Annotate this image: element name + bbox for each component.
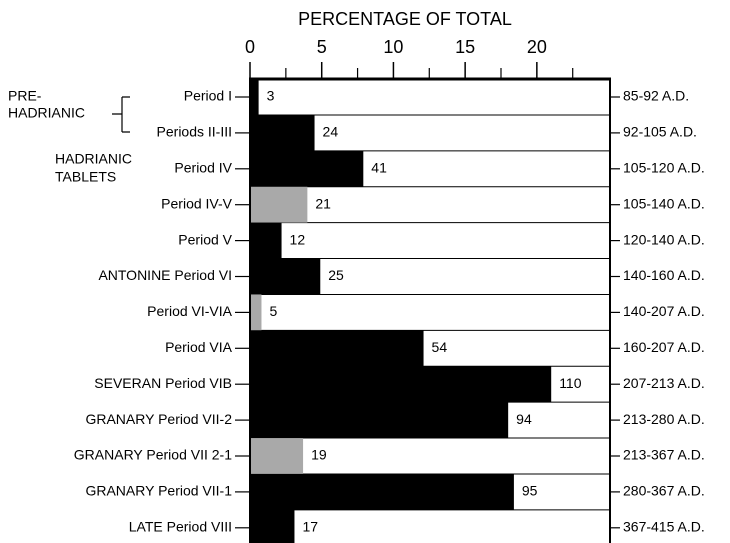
bar [250,509,295,543]
count-label: 94 [516,411,532,427]
count-label: 25 [328,267,344,283]
bar [250,473,514,510]
bar [250,330,424,367]
category-label: SEVERAN Period VIB [94,375,232,391]
bracket [112,96,130,133]
date-label: 280-367 A.D. [623,483,705,499]
x-tick-label: 20 [527,37,547,57]
date-label: 367-415 A.D. [623,519,705,535]
group-label: PRE- [8,88,42,104]
group-label: TABLETS [55,169,116,185]
count-label: 19 [311,447,327,463]
bar [250,366,552,403]
date-label: 92-105 A.D. [623,124,697,140]
count-label: 54 [432,339,448,355]
count-label: 110 [559,375,582,391]
date-label: 213-367 A.D. [623,447,705,463]
category-label: ANTONINE Period VI [98,267,232,283]
date-label: 140-207 A.D. [623,303,705,319]
category-label: Period IV-V [161,195,232,211]
count-label: 41 [371,160,387,176]
count-label: 5 [269,303,277,319]
category-label: GRANARY Period VII-1 [85,483,232,499]
x-tick-label: 0 [245,37,255,57]
bar [250,114,315,151]
bar [250,402,509,439]
bar [250,294,262,331]
count-label: 21 [315,195,331,211]
category-label: Period I [184,88,232,104]
category-label: Period VI-VIA [147,303,232,319]
chart-title: PERCENTAGE OF TOTAL [298,9,512,29]
category-label: Period IV [174,160,232,176]
count-label: 24 [323,124,339,140]
bar [250,186,308,223]
date-label: 105-140 A.D. [623,195,705,211]
count-label: 3 [267,88,275,104]
date-label: 213-280 A.D. [623,411,705,427]
bar [250,150,364,187]
date-label: 160-207 A.D. [623,339,705,355]
count-label: 12 [290,231,306,247]
x-tick-label: 5 [317,37,327,57]
count-label: 17 [302,519,318,535]
bar [250,258,321,295]
category-label: Period V [178,231,232,247]
category-label: LATE Period VIII [129,519,232,535]
date-label: 85-92 A.D. [623,88,689,104]
bar [250,79,259,115]
date-label: 105-120 A.D. [623,160,705,176]
bar [250,438,304,474]
x-tick-label: 10 [383,37,403,57]
x-tick-label: 15 [455,37,475,57]
category-label: Periods II-III [157,124,232,140]
group-label: HADRIANIC [55,151,132,167]
date-label: 207-213 A.D. [623,375,705,391]
category-label: Period VIA [165,339,233,355]
bar [250,222,282,259]
category-label: GRANARY Period VII-2 [85,411,232,427]
date-label: 140-160 A.D. [623,267,705,283]
count-label: 95 [522,483,538,499]
date-label: 120-140 A.D. [623,231,705,247]
group-label: HADRIANIC [8,105,85,121]
category-label: GRANARY Period VII 2-1 [74,447,232,463]
